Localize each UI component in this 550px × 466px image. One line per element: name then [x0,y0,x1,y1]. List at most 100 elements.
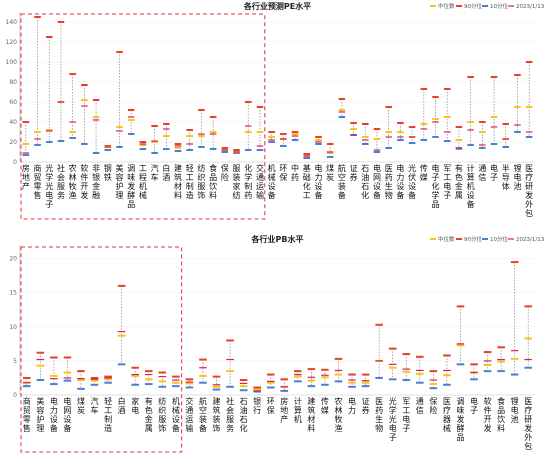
category-label: 非银金融 [92,163,100,200]
category-label: 软件开发 [484,396,492,433]
category-label: 有色金属 [455,163,463,200]
category-label: 家电 [131,396,139,415]
legend-label-current: 2023/1/13 [516,237,545,243]
category-label: 食品饮料 [209,163,217,200]
category-label: 美容护理 [115,163,123,200]
category-label: 食品饮料 [497,396,505,433]
category-label: 农林牧渔 [334,396,342,433]
category-label: 社会服务 [226,396,234,433]
category-label: 医疗研发外包 [524,397,532,451]
category-label: 轻工制造 [104,396,112,433]
category-label: 计算机 [294,396,302,424]
highlight-box [20,246,183,453]
category-label: 房地产 [280,396,288,424]
category-label: 纺织服饰 [197,163,205,200]
legend-label-current: 2023/1/13 [516,4,545,10]
category-label: 证券 [362,397,370,415]
chart-title: 各行业预测PE水平 [243,1,311,11]
legend-label-median: 中位数 [438,235,455,243]
category-label: 机械设备 [172,396,180,433]
category-label: 有色金属 [145,396,153,433]
category-label: 医药生物 [385,164,393,200]
category-label: 电力 [348,396,356,415]
category-label: 锂电池 [511,396,519,424]
y-tick-label: 5 [13,358,17,365]
category-label: 交通运输 [256,163,264,200]
category-label: 钢铁 [104,163,112,182]
y-tick-label: 10 [9,324,17,331]
legend-label-p10: 10分位 [490,2,508,10]
category-label: 医疗研发外包 [525,164,533,218]
category-label: 电网设备 [63,396,71,433]
category-label: 光学光电子 [389,396,397,442]
category-label: 通信 [478,163,486,182]
category-label: 农林牧渔 [69,163,77,200]
category-label: 电力设备 [396,163,404,200]
category-label: 保险 [429,396,437,415]
y-tick-label: 80 [9,79,17,86]
category-label: 白酒 [162,163,170,182]
category-label: 航空装备 [338,163,346,200]
category-label: 医疗器械 [443,397,451,433]
category-label: 调味发酵品 [127,164,135,209]
category-label: 调味发酵品 [456,397,464,442]
pb-chart: 各行业PB水平 中位数 90分位 10分位 2023/1/13 0 5 10 15 20 商贸零售美… [9,234,545,453]
category-label: 纺织服饰 [158,396,166,433]
category-label: 服装家纺 [233,164,241,200]
category-label: 电力设备 [50,396,58,433]
category-label: 机械设备 [268,163,276,200]
category-label: 电力设备 [314,163,322,200]
category-label: 煤炭 [77,396,85,415]
category-label: 商贸零售 [23,396,31,433]
y-tick-label: 100 [6,59,18,66]
legend-label-p10: 10分位 [490,235,508,243]
y-tick-label: 15 [9,290,17,297]
category-label: 汽车 [151,163,159,182]
category-label: 半导体 [502,163,510,191]
category-label: 保险 [221,163,229,182]
y-tick-label: 20 [9,256,17,263]
y-tick-label: 140 [6,19,18,26]
category-label: 基础化工 [303,163,311,200]
chart-title: 各行业PB水平 [251,234,304,244]
category-label: 军工电子 [443,164,451,200]
y-tick-label: 0 [13,392,17,399]
category-label: 电子 [490,163,498,182]
legend-label-median: 中位数 [438,2,455,10]
category-label: 银行 [253,396,261,415]
y-tick-label: 40 [9,119,17,126]
pe-chart: 各行业预测PE水平 中位数 90分位 10分位 2023/1/13 0 20 40 60 80 10… [6,1,545,220]
category-label: 光学光电子 [45,163,53,209]
category-label: 建筑材料 [307,396,315,433]
category-label: 商贸零售 [34,163,42,200]
y-tick-label: 120 [6,39,18,46]
category-label: 通信 [416,396,424,415]
category-label: 电子 [470,396,478,415]
category-label: 计算机设备 [467,163,475,209]
category-label: 锂电池 [513,163,521,191]
y-tick-label: 0 [13,159,17,166]
category-label: 建筑材料 [174,163,182,200]
category-label: 化学制药 [244,163,252,200]
category-label: 汽车 [91,396,99,415]
category-label: 军工电子 [402,397,410,433]
category-label: 交通运输 [185,396,193,433]
legend-label-p90: 90分位 [464,2,482,10]
category-label: 中药 [291,163,299,182]
category-label: 美容护理 [36,396,44,433]
category-label: 医药生物 [375,397,383,433]
category-label: 轻工制造 [186,163,194,200]
category-label: 电网设备 [373,163,381,200]
category-label: 房地产 [22,163,30,191]
highlight-box [20,13,266,220]
category-label: 传媒 [420,163,428,182]
category-label: 环保 [279,164,287,182]
category-label: 石油石化 [240,397,248,433]
category-label: 光伏设备 [408,163,416,200]
category-label: 航空装备 [199,396,207,433]
legend-label-p90: 90分位 [464,235,482,243]
category-label: 社会服务 [57,163,65,200]
category-label: 传媒 [321,396,329,415]
category-label: 软件开发 [80,163,88,200]
category-label: 工程机械 [139,164,147,200]
